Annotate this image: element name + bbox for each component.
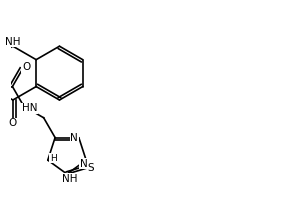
Text: H: H bbox=[50, 154, 56, 163]
Text: HN: HN bbox=[22, 103, 37, 113]
Text: S: S bbox=[87, 163, 94, 173]
Text: O: O bbox=[9, 118, 17, 128]
Text: NH: NH bbox=[62, 174, 77, 184]
Text: N: N bbox=[70, 133, 78, 143]
Text: O: O bbox=[22, 62, 30, 72]
Text: NH: NH bbox=[5, 37, 21, 47]
Text: N: N bbox=[80, 159, 87, 169]
